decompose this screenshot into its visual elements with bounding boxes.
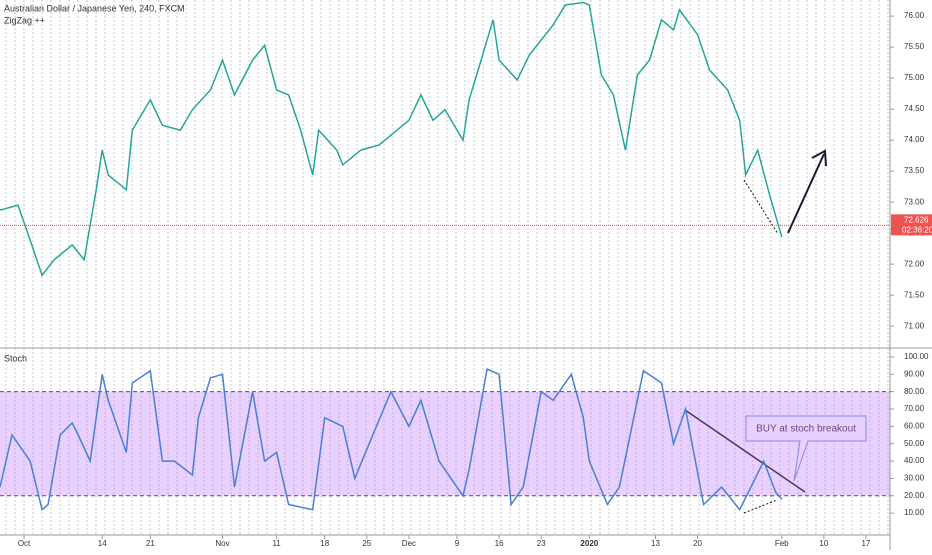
x-tick-label: 21: [146, 539, 155, 548]
forecast-arrow: [787, 153, 825, 234]
callout-text: BUY at stoch breakout: [756, 424, 856, 435]
x-tick-label: 9: [455, 539, 460, 548]
vertical-grid: [5, 0, 889, 535]
x-tick-label: 14: [98, 539, 107, 548]
stoch-trendline: [684, 409, 806, 493]
x-tick-label: 17: [861, 539, 870, 548]
price-tag: [891, 214, 932, 236]
series-line: [0, 1, 783, 277]
x-tick-label: 13: [651, 539, 660, 548]
indicator-name: ZigZag ++: [4, 15, 45, 25]
countdown-label: 02:36:20: [902, 225, 932, 234]
y-tick-label: 73.50: [904, 166, 925, 175]
series-line: [0, 368, 783, 512]
y-tick-label: 30.00: [904, 474, 925, 483]
y-tick-label: 73.00: [904, 197, 925, 206]
y-tick-label: 100.00: [904, 352, 929, 361]
y-tick-label: 10.00: [904, 508, 925, 517]
x-tick-label: 10: [819, 539, 828, 548]
x-tick-label: 18: [320, 539, 329, 548]
arrow-head: [811, 149, 827, 167]
y-tick-label: 50.00: [904, 439, 925, 448]
y-tick-label: 90.00: [904, 369, 925, 378]
last-price-label: 72.626: [904, 215, 929, 224]
y-tick-label: 74.50: [904, 104, 925, 113]
y-tick-label: 71.00: [904, 321, 925, 330]
x-tick-label: 11: [272, 539, 281, 548]
callout-box: [745, 415, 867, 482]
band-fill: [0, 391, 890, 496]
y-tick-label: 72.00: [904, 259, 925, 268]
x-tick-label: 25: [362, 539, 371, 548]
y-tick-label: 76.00: [904, 11, 925, 20]
y-tick-label: 80.00: [904, 387, 925, 396]
x-tick-label: Nov: [215, 539, 229, 548]
stoch-divergence: [743, 499, 778, 514]
x-tick-label: 23: [537, 539, 546, 548]
y-tick-label: 40.00: [904, 456, 925, 465]
x-tick-label: 16: [495, 539, 504, 548]
x-tick-label: 20: [693, 539, 702, 548]
x-tick-label: Dec: [402, 539, 416, 548]
x-tick-label: 2020: [580, 539, 598, 548]
y-tick-label: 20.00: [904, 491, 925, 500]
x-tick-label: Oct: [18, 539, 31, 548]
y-tick-label: 71.50: [904, 290, 925, 299]
chart-title: Australian Dollar / Japanese Yen, 240, F…: [4, 3, 185, 13]
y-tick-label: 60.00: [904, 421, 925, 430]
y-tick-label: 74.00: [904, 135, 925, 144]
y-tick-label: 75.00: [904, 73, 925, 82]
stoch-title: Stoch: [4, 353, 27, 363]
x-tick-label: Feb: [775, 539, 789, 548]
y-tick-label: 70.00: [904, 404, 925, 413]
y-tick-label: 75.50: [904, 42, 925, 51]
